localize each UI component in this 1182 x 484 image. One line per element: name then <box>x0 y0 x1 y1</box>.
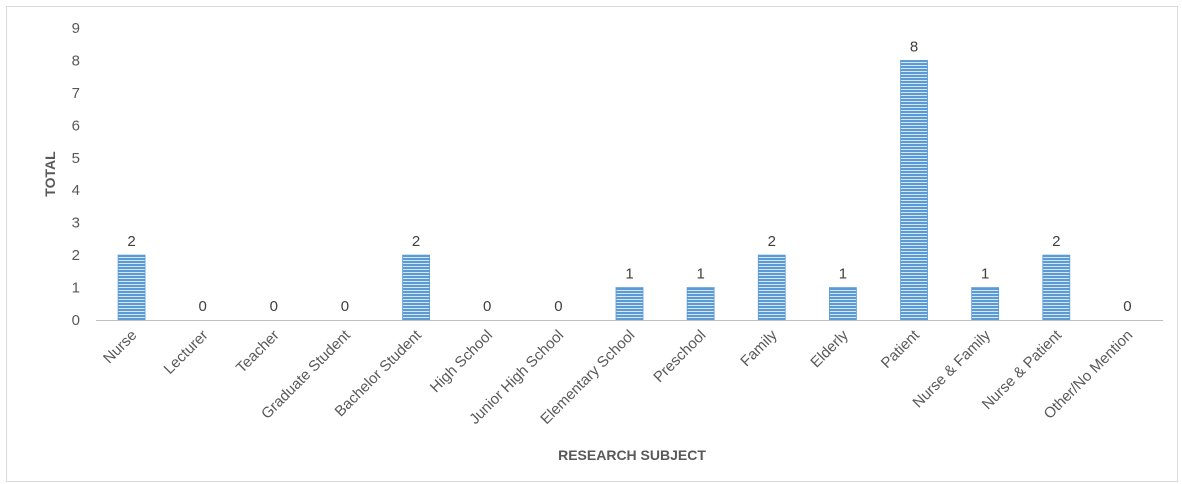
category-label: High School <box>427 327 496 396</box>
data-label: 1 <box>839 266 847 283</box>
data-labels: 2 0 0 0 2 0 0 1 1 2 1 8 1 2 0 <box>127 38 1131 315</box>
chart-frame <box>6 6 1178 482</box>
y-tick-label: 3 <box>72 215 80 232</box>
y-axis-ticks: 0 1 2 3 4 5 6 7 8 9 <box>72 20 80 329</box>
y-tick-label: 9 <box>72 20 80 37</box>
bar <box>402 254 431 321</box>
bars <box>117 60 1071 321</box>
data-label: 1 <box>981 266 989 283</box>
bar <box>900 60 928 321</box>
data-label: 2 <box>127 233 135 250</box>
bar <box>615 287 644 321</box>
y-tick-label: 2 <box>72 247 80 264</box>
category-label: Nurse <box>100 327 140 367</box>
category-label: Patient <box>878 326 924 372</box>
y-axis-title: TOTAL <box>42 151 58 197</box>
category-label: Lecturer <box>161 327 212 378</box>
data-label: 1 <box>625 266 633 283</box>
category-label: Family <box>737 326 781 370</box>
bar <box>1042 254 1071 321</box>
y-tick-label: 5 <box>72 150 80 167</box>
category-label: Elderly <box>807 326 852 371</box>
data-label: 2 <box>768 233 776 250</box>
bar <box>971 287 1000 321</box>
y-tick-label: 4 <box>72 182 80 199</box>
data-label: 0 <box>483 298 491 315</box>
data-label: 8 <box>910 38 918 55</box>
y-tick-label: 8 <box>72 52 80 69</box>
data-label: 0 <box>554 298 562 315</box>
bar <box>686 287 715 321</box>
data-label: 0 <box>341 298 349 315</box>
bar <box>757 254 786 321</box>
y-tick-label: 1 <box>72 280 80 297</box>
bar <box>117 254 146 321</box>
data-label: 0 <box>270 298 278 315</box>
data-label: 0 <box>1123 298 1131 315</box>
data-label: 2 <box>1052 233 1060 250</box>
category-label: Teacher <box>233 327 283 377</box>
x-axis-title: RESEARCH SUBJECT <box>558 447 706 463</box>
bar <box>829 287 857 321</box>
data-label: 0 <box>199 298 207 315</box>
y-tick-label: 0 <box>72 312 80 329</box>
category-label: Preschool <box>650 327 709 386</box>
data-label: 2 <box>412 233 420 250</box>
data-label: 1 <box>696 266 704 283</box>
y-tick-label: 6 <box>72 117 80 134</box>
y-tick-label: 7 <box>72 85 80 102</box>
